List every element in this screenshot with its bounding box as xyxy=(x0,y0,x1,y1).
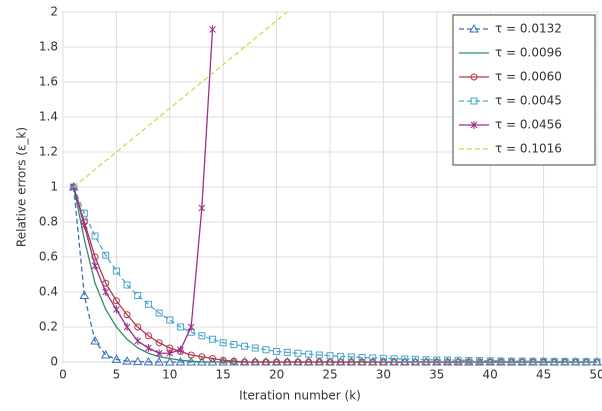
legend-label: τ = 0.0096 xyxy=(495,46,562,60)
x-tick-label: 50 xyxy=(589,368,602,382)
x-tick-label: 15 xyxy=(216,368,231,382)
legend-label: τ = 0.0045 xyxy=(495,94,562,108)
x-tick-label: 40 xyxy=(483,368,498,382)
x-tick-label: 10 xyxy=(162,368,177,382)
x-tick-label: 25 xyxy=(322,368,337,382)
legend-label: τ = 0.0456 xyxy=(495,118,562,132)
y-tick-label: 1.6 xyxy=(39,75,58,89)
y-tick-label: 0.2 xyxy=(39,320,58,334)
x-tick-label: 45 xyxy=(536,368,551,382)
y-tick-label: 0.4 xyxy=(39,285,58,299)
y-axis-label: Relative errors (ε_k) xyxy=(15,127,29,247)
x-tick-label: 35 xyxy=(429,368,444,382)
y-tick-label: 2 xyxy=(50,5,58,19)
x-tick-label: 5 xyxy=(113,368,121,382)
x-tick-label: 0 xyxy=(59,368,67,382)
x-axis-label: Iteration number (k) xyxy=(239,389,361,403)
y-tick-label: 1.2 xyxy=(39,145,58,159)
y-tick-label: 0.6 xyxy=(39,250,58,264)
y-tick-label: 1.4 xyxy=(39,110,58,124)
y-tick-label: 0.8 xyxy=(39,215,58,229)
legend-label: τ = 0.0060 xyxy=(495,70,562,84)
y-tick-label: 0 xyxy=(50,355,58,369)
x-tick-label: 30 xyxy=(376,368,391,382)
y-tick-label: 1 xyxy=(50,180,58,194)
chart: Iteration number (k) Relative errors (ε_… xyxy=(0,0,602,407)
legend-label: τ = 0.1016 xyxy=(495,142,562,156)
x-tick-label: 20 xyxy=(269,368,284,382)
legend-label: τ = 0.0132 xyxy=(495,22,562,36)
y-tick-label: 1.8 xyxy=(39,40,58,54)
